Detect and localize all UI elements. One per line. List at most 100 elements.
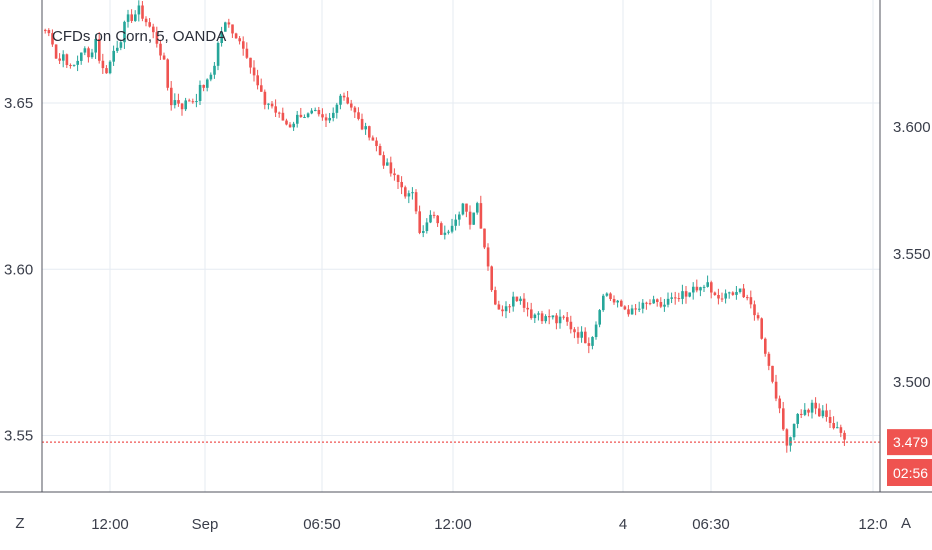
candle-body [699,287,702,291]
candle-body [274,106,277,113]
candle-body [285,120,288,125]
candle-body [746,297,749,299]
candle-body [299,114,303,118]
candle-body [508,306,511,308]
candle-body [479,203,483,229]
candle-body [692,286,695,293]
candle-body [447,231,450,233]
candle-body [558,316,562,324]
candle-body [321,114,324,118]
auto-scale-button[interactable]: A [901,515,911,532]
candle-body [123,21,126,43]
left-price-axis[interactable]: 3.65 3.60 3.55 [4,95,33,444]
candle-body [119,42,123,48]
candle-body [184,100,187,110]
candle-body [368,126,371,138]
candle-body [476,203,479,213]
candle-body [76,60,79,65]
candle-body [641,302,645,309]
candle-body [260,85,263,92]
candle-body [216,42,220,66]
candle-body [623,306,627,310]
candle-body [724,293,727,299]
candle-body [303,117,306,119]
candle-body [760,318,763,339]
candle-body [566,317,569,322]
candle-body [191,101,195,103]
candle-body [130,14,133,21]
candle-body [364,126,367,130]
candle-body [839,427,843,433]
candle-body [519,298,522,302]
candle-body [126,14,130,22]
candle-body [562,316,565,318]
candle-body [378,146,382,156]
candle-body [594,324,598,338]
candle-body [735,291,738,295]
time-tick-label: 06:50 [303,516,341,533]
candle-body [51,33,54,45]
candle-body [234,33,238,39]
candle-body [224,22,227,32]
candle-body [684,291,688,297]
candle-body [72,64,76,66]
candle-body [764,338,767,354]
candle-body [440,223,443,235]
candle-body [94,38,97,53]
candle-body [141,5,144,19]
candle-body [317,109,321,115]
candle-body [771,365,774,382]
candle-body [220,31,223,43]
grid-lines [42,0,880,492]
candle-body [173,100,177,106]
last-price-tag: 3.479 [887,429,932,456]
candle-body [792,423,796,438]
candle-body [483,228,486,248]
candle-body [504,306,508,312]
candle-body [551,315,555,318]
candle-body [785,429,789,446]
candle-body [720,298,724,300]
candle-body [429,214,432,223]
candle-body [360,118,364,130]
candle-body [598,310,601,325]
candle-body [105,68,108,74]
candle-body [530,309,533,319]
candle-body [616,300,619,303]
candle-body [710,282,713,293]
candle-body [425,222,429,232]
candle-body [580,331,583,338]
right-price-axis[interactable]: 3.600 3.550 3.500 [893,119,931,391]
candle-body [80,52,83,61]
candle-body [782,408,785,430]
candle-body [350,103,353,108]
time-axis[interactable]: 12:00 Sep 06:50 12:00 4 06:30 12:0 [91,516,887,533]
candle-body [738,288,742,292]
candle-body [663,304,666,307]
candle-body [472,212,475,225]
candle-body [249,57,252,68]
candle-body [278,112,281,114]
candle-body [576,332,580,338]
candle-body [468,211,472,225]
candle-body [69,65,72,67]
timezone-button[interactable]: Z [15,515,24,532]
candle-body [627,309,630,315]
candle-body [371,137,375,141]
left-tick-label: 3.55 [4,427,33,444]
candle-body [497,304,501,310]
candle-body [526,307,529,310]
time-tick-label: 4 [619,516,627,533]
candle-body [47,30,51,34]
candle-body [832,422,835,429]
candle-body [267,103,270,105]
candle-body [90,52,94,58]
candle-body [238,38,241,42]
candle-body [245,48,249,58]
candle-body [256,75,259,86]
candle-body [242,41,245,49]
candle-body [270,103,274,107]
candle-body [602,295,605,311]
